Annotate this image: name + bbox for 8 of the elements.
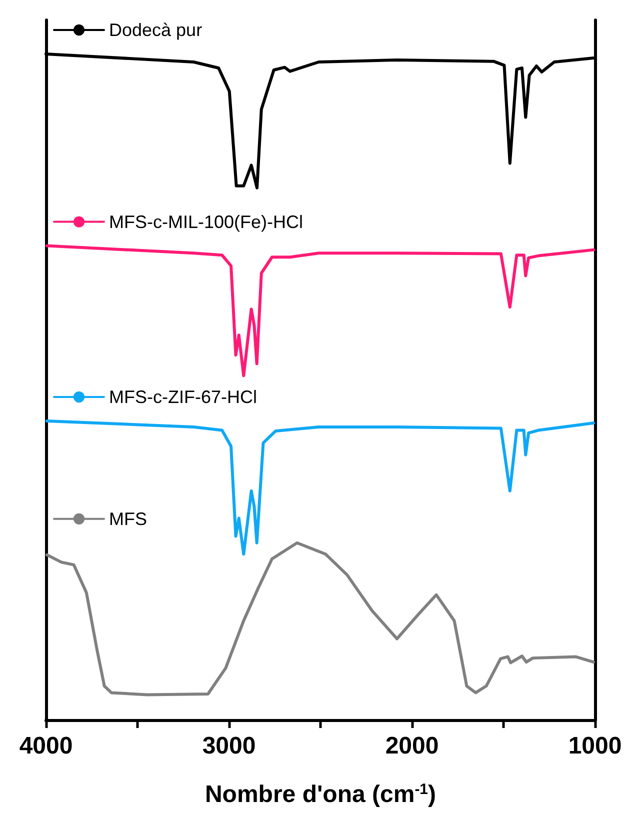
legend-label: MFS-c-ZIF-67-HCl [109,386,257,407]
x-tick-label: 1000 [568,732,622,760]
x-tick-label: 4000 [19,732,73,760]
legend-label: MFS [109,508,147,529]
x-tick-label: 2000 [385,732,439,760]
x-tick-label: 3000 [202,732,256,760]
legend-label: MFS-c-MIL-100(Fe)-HCl [109,212,304,232]
legend-label: Dodecà pur [109,20,202,40]
